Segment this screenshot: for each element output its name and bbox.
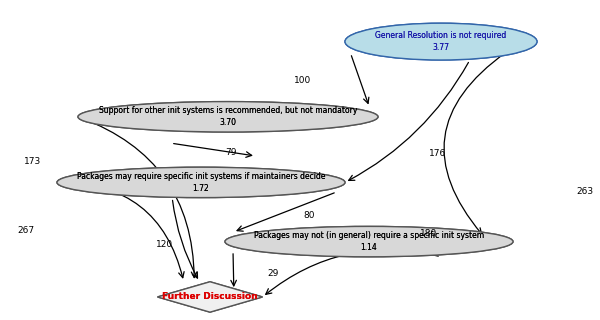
Polygon shape: [157, 282, 263, 312]
Text: Further Discussion: Further Discussion: [162, 292, 258, 301]
Text: 180: 180: [421, 229, 437, 238]
Text: 120: 120: [157, 240, 173, 249]
Text: 263: 263: [577, 188, 593, 196]
Ellipse shape: [345, 23, 537, 60]
Ellipse shape: [78, 102, 378, 132]
Text: 80: 80: [303, 212, 315, 220]
Text: 29: 29: [268, 269, 278, 278]
Text: 176: 176: [430, 149, 446, 158]
Text: Packages may require specific init systems if maintainers decide
1.72: Packages may require specific init syste…: [77, 172, 325, 193]
Ellipse shape: [57, 167, 345, 197]
Text: 100: 100: [295, 76, 311, 85]
Ellipse shape: [57, 167, 345, 197]
Ellipse shape: [225, 227, 513, 257]
Text: General Resolution is not required
3.77: General Resolution is not required 3.77: [376, 31, 506, 52]
Text: 79: 79: [225, 148, 237, 157]
Text: Packages may not (in general) require a specific init system
1.14: Packages may not (in general) require a …: [254, 231, 484, 252]
Text: General Resolution is not required
3.77: General Resolution is not required 3.77: [376, 31, 506, 52]
Text: Packages may not (in general) require a specific init system
1.14: Packages may not (in general) require a …: [254, 231, 484, 252]
Text: Further Discussion: Further Discussion: [162, 292, 258, 301]
Polygon shape: [157, 282, 263, 312]
Text: 267: 267: [17, 226, 34, 235]
Ellipse shape: [225, 227, 513, 257]
Text: Support for other init systems is recommended, but not mandatory
3.70: Support for other init systems is recomm…: [99, 106, 357, 127]
Text: 173: 173: [25, 157, 41, 166]
Ellipse shape: [78, 102, 378, 132]
Ellipse shape: [345, 23, 537, 60]
Text: Packages may require specific init systems if maintainers decide
1.72: Packages may require specific init syste…: [77, 172, 325, 193]
Text: Support for other init systems is recommended, but not mandatory
3.70: Support for other init systems is recomm…: [99, 106, 357, 127]
